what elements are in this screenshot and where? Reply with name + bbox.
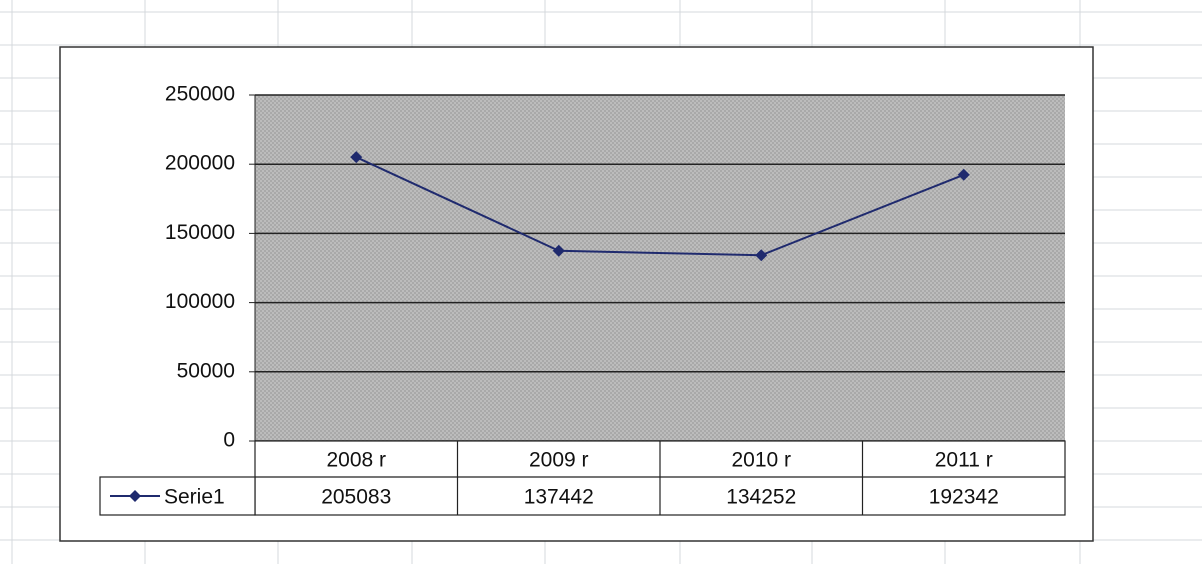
- marker: [755, 249, 768, 262]
- legend-marker: [129, 490, 141, 502]
- legend-label: Serie1: [164, 486, 225, 509]
- y-tick-label: 100000: [165, 290, 235, 313]
- y-tick-label: 150000: [165, 221, 235, 244]
- x-tick-label: 2009 r: [529, 449, 589, 472]
- marker: [552, 244, 565, 257]
- marker: [957, 168, 970, 181]
- y-tick-label: 50000: [177, 359, 235, 382]
- series-line: [355, 156, 965, 257]
- marker: [350, 151, 363, 164]
- x-tick-label: 2010 r: [731, 449, 791, 472]
- data-table-value: 205083: [321, 486, 391, 509]
- data-table-value: 134252: [726, 486, 796, 509]
- y-tick-label: 250000: [165, 83, 235, 106]
- x-tick-label: 2008 r: [326, 449, 386, 472]
- x-tick-label: 2011 r: [935, 449, 993, 472]
- data-table-value: 192342: [929, 486, 999, 509]
- plot-area: [255, 95, 1065, 441]
- y-tick-label: 0: [223, 429, 235, 452]
- y-tick-label: 200000: [165, 152, 235, 175]
- data-table-value: 137442: [524, 486, 594, 509]
